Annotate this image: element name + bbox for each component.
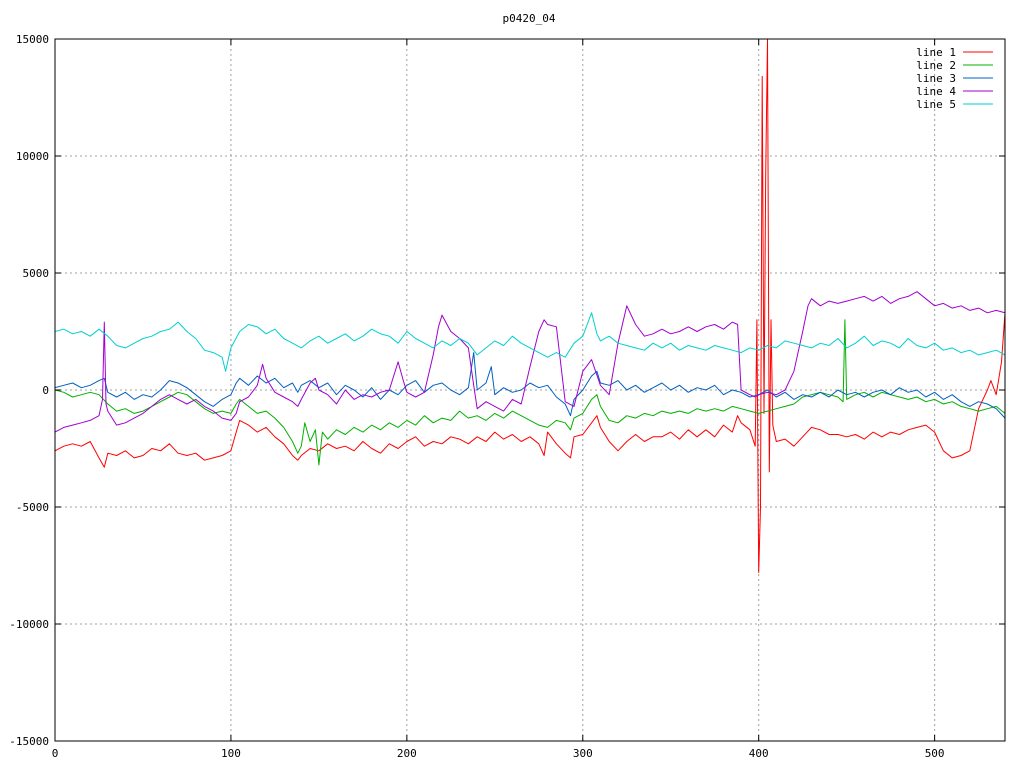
x-tick-label: 300 <box>573 747 593 760</box>
y-tick-label: 10000 <box>16 150 49 163</box>
legend-label: line 2 <box>916 59 956 72</box>
y-tick-label: 15000 <box>16 33 49 46</box>
legend-label: line 3 <box>916 72 956 85</box>
y-tick-label: -15000 <box>9 735 49 748</box>
series-line-4 <box>55 291 1005 433</box>
legend-label: line 1 <box>916 46 956 59</box>
y-tick-label: -10000 <box>9 618 49 631</box>
series-line-3 <box>55 352 1005 419</box>
chart-title: p0420_04 <box>503 12 556 25</box>
series-line-2 <box>55 319 1005 466</box>
x-tick-label: 100 <box>221 747 241 760</box>
legend-label: line 5 <box>916 98 956 111</box>
x-tick-label: 0 <box>52 747 59 760</box>
legend-label: line 4 <box>916 85 956 98</box>
x-tick-label: 400 <box>749 747 769 760</box>
y-tick-label: 5000 <box>23 267 50 280</box>
series-line-1 <box>55 39 1005 573</box>
y-tick-label: -5000 <box>16 501 49 514</box>
y-axis-ticks: -15000 -10000 -5000 0 5000 10000 15000 <box>9 33 1005 748</box>
x-axis-ticks: 0 100 200 300 400 500 <box>52 39 945 760</box>
grid <box>55 39 1005 741</box>
series-group <box>55 39 1005 573</box>
y-tick-label: 0 <box>42 384 49 397</box>
x-tick-label: 500 <box>925 747 945 760</box>
x-tick-label: 200 <box>397 747 417 760</box>
series-line-5 <box>55 312 1005 372</box>
